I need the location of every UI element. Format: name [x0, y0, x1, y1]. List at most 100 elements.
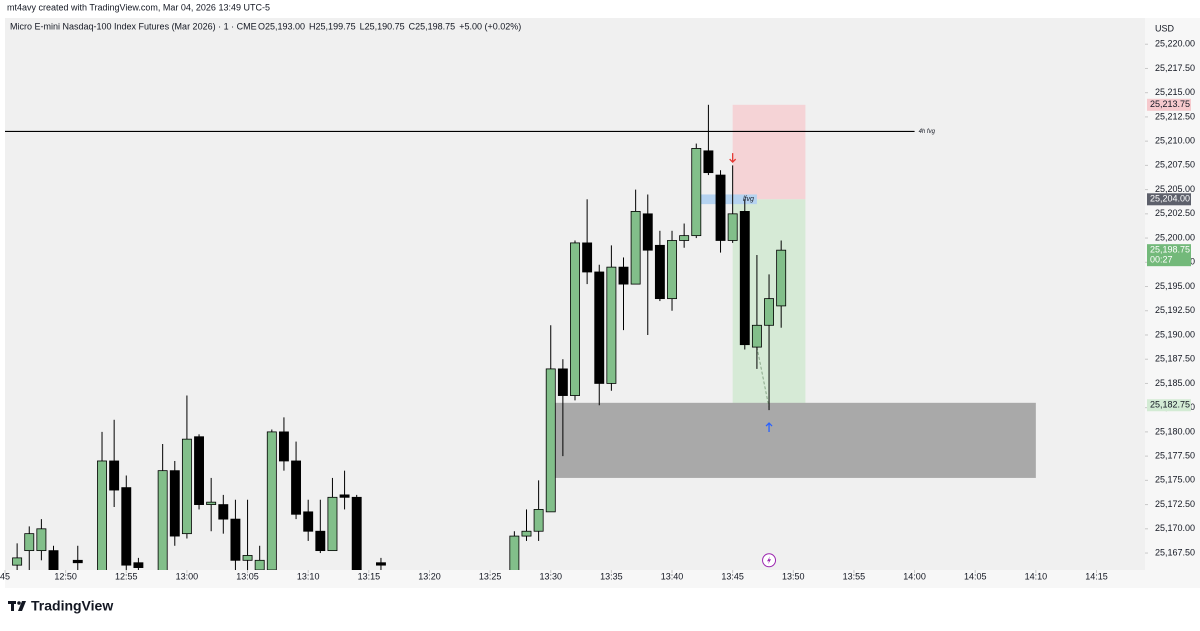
x-tick-label: 45	[0, 571, 10, 581]
x-tick-label: 13:40	[661, 571, 684, 581]
candle-body	[630, 211, 641, 285]
candle-body	[679, 235, 690, 241]
price-tag	[1147, 399, 1191, 412]
time-axis	[5, 570, 1145, 588]
x-tick-label: 13:05	[236, 571, 259, 581]
y-tick-label: 25,175.00	[1155, 475, 1195, 485]
candle-body	[194, 436, 204, 505]
candle-body	[570, 242, 580, 396]
candle-body	[703, 150, 714, 174]
signal-arrow	[729, 153, 737, 164]
x-tick-label: 14:10	[1025, 571, 1048, 581]
zone-box	[696, 194, 757, 205]
zone-box	[732, 104, 806, 200]
x-tick-label: 13:30	[539, 571, 562, 581]
price-tag	[1147, 244, 1191, 267]
x-tick-label: 13:10	[297, 571, 320, 581]
x-tick-label: 13:35	[600, 571, 623, 581]
y-tick-label: 25,207.50	[1155, 160, 1195, 170]
y-tick-label: 25,190.00	[1155, 329, 1195, 339]
candle-body	[230, 518, 241, 561]
legend-ohlc: O25,193.00	[258, 21, 305, 31]
plot: lfvg 4h fvg	[5, 104, 1036, 570]
candle-body	[521, 530, 532, 537]
candle-body	[618, 266, 629, 285]
level-label: 4h fvg	[919, 129, 936, 135]
y-tick-label: 25,172.50	[1155, 499, 1195, 509]
candle-body	[242, 555, 253, 561]
candle-body	[24, 533, 35, 552]
candle-body	[582, 242, 593, 273]
dashed-path	[756, 346, 770, 408]
x-tick-label: 13:55	[843, 571, 866, 581]
candle-body	[376, 562, 386, 566]
candle-body	[254, 559, 265, 570]
candle-body	[351, 496, 362, 570]
x-tick-label: 13:50	[782, 571, 805, 581]
price-tag	[1147, 98, 1191, 111]
price-tag-sublabel: 00:27	[1150, 255, 1173, 265]
y-tick-label: 25,205.00	[1155, 184, 1195, 194]
event-bolt	[767, 556, 772, 565]
legend-ohlc: L25,190.75	[360, 21, 405, 31]
y-tick-label: 25,192.50	[1155, 305, 1195, 315]
y-tick-label: 25,167.50	[1155, 547, 1195, 557]
candle-body	[751, 324, 762, 348]
price-tag-label: 25,204.00	[1150, 194, 1190, 204]
y-tick-label: 25,177.50	[1155, 450, 1195, 460]
candle-body	[278, 431, 289, 462]
logo-dot	[17, 601, 21, 605]
legend-ohlc: H25,199.75	[309, 21, 356, 31]
candle-body	[121, 487, 132, 566]
x-tick-label: 14:05	[964, 571, 987, 581]
candle-body	[181, 438, 192, 535]
legend-symbol: Micro E-mini Nasdaq-100 Index Futures (M…	[10, 21, 257, 31]
candle-body	[691, 148, 702, 237]
candle-body	[509, 535, 520, 570]
candle-body	[266, 431, 277, 570]
signal-arrow	[765, 422, 773, 433]
candle-body	[776, 249, 787, 307]
candle-body	[133, 562, 144, 568]
x-tick-label: 13:45	[721, 571, 744, 581]
x-tick-label: 12:50	[54, 571, 77, 581]
x-tick-label: 14:00	[903, 571, 926, 581]
candle-body	[667, 240, 677, 300]
footer-brand: TradingView	[31, 598, 113, 614]
y-tick-label: 25,200.00	[1155, 232, 1195, 242]
x-tick-label: 13:25	[479, 571, 502, 581]
candle-body	[327, 496, 338, 552]
y-tick-label: 25,170.00	[1155, 523, 1195, 533]
candle-body	[642, 213, 653, 251]
candle-body	[218, 504, 229, 520]
logo-stem	[11, 601, 14, 611]
candle-body	[72, 559, 83, 564]
y-tick-label: 25,215.00	[1155, 87, 1195, 97]
candle-body	[339, 494, 350, 498]
candle-body	[109, 460, 120, 491]
legend-ohlc: +5.00 (+0.02%)	[459, 21, 521, 31]
candle-body	[291, 460, 302, 515]
x-tick-label: 14:15	[1085, 571, 1108, 581]
x-tick-label: 13:00	[176, 571, 199, 581]
price-tag	[1147, 193, 1191, 206]
candle-body	[715, 174, 726, 241]
candle-body	[303, 511, 314, 532]
price-tag-label: 25,182.75	[1150, 400, 1190, 410]
y-tick-label: 25,217.50	[1155, 63, 1195, 73]
y-tick-label: 25,220.00	[1155, 39, 1195, 49]
candle-body	[315, 530, 326, 552]
logo	[8, 601, 26, 611]
candle-body	[157, 470, 168, 570]
y-tick-label: 25,212.50	[1155, 111, 1195, 121]
price-axis	[1145, 18, 1200, 588]
candle-body	[606, 266, 617, 384]
candle-body	[12, 557, 23, 566]
logo-slash	[18, 601, 26, 611]
candle-body	[557, 368, 568, 396]
y-tick-label: 25,187.50	[1155, 354, 1195, 364]
zone-box	[550, 402, 1036, 478]
currency: USD	[1155, 23, 1175, 33]
